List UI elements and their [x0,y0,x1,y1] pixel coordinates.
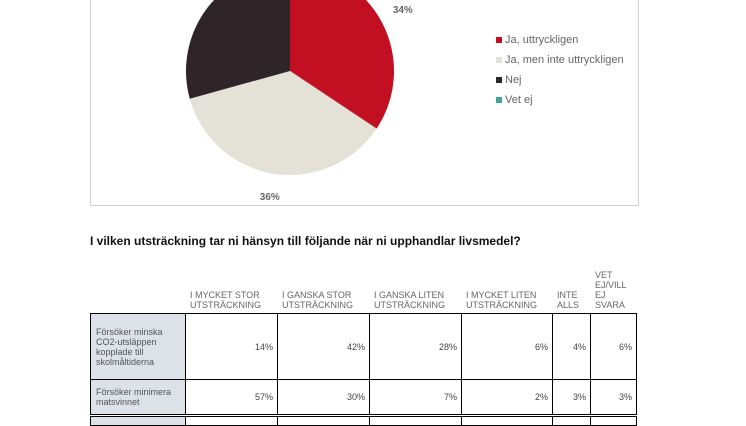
column-header: I MYCKET LITEN UTSTRÄCKNING [466,290,538,310]
table-cell: 57% [185,379,278,415]
table-cell: 6% [461,313,553,380]
pie-slice [186,0,290,99]
row-label: Försöker minimera matsvinnet [90,379,186,415]
table-cell: 42% [277,313,370,380]
table-cell: 3% [552,379,591,415]
legend-swatch [496,77,502,83]
pie-slice [189,71,377,175]
column-header: I GANSKA STOR UTSTRÄCKNING [282,290,354,310]
table-cell-stub [369,416,462,426]
pie-slice [290,0,394,129]
table-cell-stub [590,416,637,426]
table-cell-stub [461,416,553,426]
legend-label: Ja, men inte uttryckligen [505,54,624,66]
table-cell: 28% [369,313,462,380]
table-cell-stub [185,416,278,426]
pie-chart: 34% Ja, uttryckligen 36% Ja, men inte uttry… [186,0,624,203]
column-header: I GANSKA LITEN UTSTRÄCKNING [374,290,446,310]
legend-label: Ja, uttryckligen [505,34,578,46]
legend-swatch [496,37,502,43]
table-cell: 30% [277,379,370,415]
table-cell-stub [552,416,591,426]
table-cell: 6% [590,313,637,380]
column-header: INTE ALLS [557,290,580,310]
legend-label: Vet ej [505,94,533,106]
slice-label: 36% [260,192,280,203]
legend-swatch [496,57,502,63]
column-header: I MYCKET STOR UTSTRÄCKNING [190,290,262,310]
table-cell: 2% [461,379,553,415]
row-label: Försöker minska CO2-utsläppen kopplade t… [90,313,186,380]
table-cell: 3% [590,379,637,415]
row-stub [90,416,186,426]
legend-label: Nej [505,74,522,86]
column-header: VET EJ/VILL EJ SVARA [595,270,627,310]
legend-swatch [496,97,502,103]
table-cell-stub [277,416,370,426]
table-cell: 14% [185,313,278,380]
table-cell: 4% [552,313,591,380]
section-title: I vilken utsträckning tar ni hänsyn till… [90,234,521,248]
table-cell: 7% [369,379,462,415]
slice-label: 34% [393,5,413,16]
chart-frame [90,0,639,206]
